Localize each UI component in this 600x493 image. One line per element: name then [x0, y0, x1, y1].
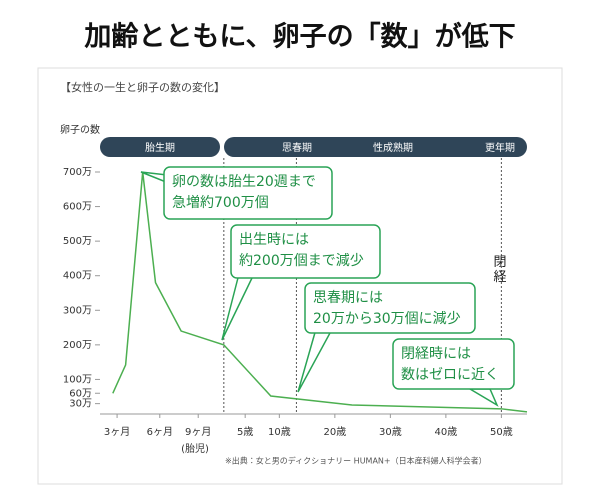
y-label: 卵子の数 [60, 123, 100, 136]
annotation-box [304, 282, 476, 334]
annotation-text: 約200万個まで減少 [239, 252, 364, 269]
phase-label: 更年期 [485, 141, 515, 154]
annotation-box [392, 338, 515, 390]
menopause-label: 閉経 [493, 255, 506, 285]
x-tick-label: 30歳 [379, 426, 402, 438]
subtitle: 【女性の一生と卵子の数の変化】 [60, 80, 225, 94]
y-tick-label: 200万 [63, 340, 92, 351]
x-tick-label: 5歳 [237, 426, 253, 438]
phase-label: 性成熟期 [373, 141, 413, 154]
chart-title: 加齢とともに、卵子の「数」が低下 [84, 21, 515, 53]
annotation-text: 急増約700万個 [172, 195, 269, 211]
y-tick-label: 300万 [63, 305, 92, 316]
annotation-text: 出生時には [239, 232, 309, 248]
y-tick-label: 600万 [63, 202, 92, 213]
y-tick-label: 30万 [69, 399, 92, 410]
annotation-text: 20万から30万個に減少 [313, 310, 461, 327]
x-tick-label: 40歳 [435, 426, 458, 438]
data-line [112, 171, 528, 413]
y-tick-label: 500万 [63, 236, 92, 247]
annotation-text: 数はゼロに近く [401, 367, 499, 383]
annotation-text: 思春期には [313, 290, 383, 306]
x-tick-label: 9ヶ月 [185, 426, 211, 438]
annotation-box [163, 166, 333, 220]
x-tick-label: 6ヶ月 [147, 426, 173, 438]
annotation-text: 閉経時には [401, 346, 471, 362]
source: ※出典：女と男のディクショナリー HUMAN+（日本産科婦人科学会者） [225, 456, 487, 466]
y-tick-label: 60万 [69, 388, 92, 399]
phase-bar [100, 137, 220, 157]
y-tick-label: 100万 [63, 374, 92, 385]
x-tick-label: 10歳 [268, 426, 291, 438]
annotation-box [230, 224, 381, 279]
fetus-label: (胎児) [181, 442, 209, 455]
x-tick-label: 3ヶ月 [104, 426, 130, 438]
annotation-text: 卵の数は胎生20週まで [172, 174, 316, 190]
phase-label: 胎生期 [145, 141, 175, 154]
phase-label: 思春期 [282, 142, 312, 154]
phase-bar [224, 137, 527, 157]
x-tick-label: 20歳 [323, 426, 346, 438]
y-tick-label: 400万 [63, 271, 92, 282]
y-tick-label: 700万 [63, 167, 92, 178]
x-tick-label: 50歳 [490, 426, 513, 438]
